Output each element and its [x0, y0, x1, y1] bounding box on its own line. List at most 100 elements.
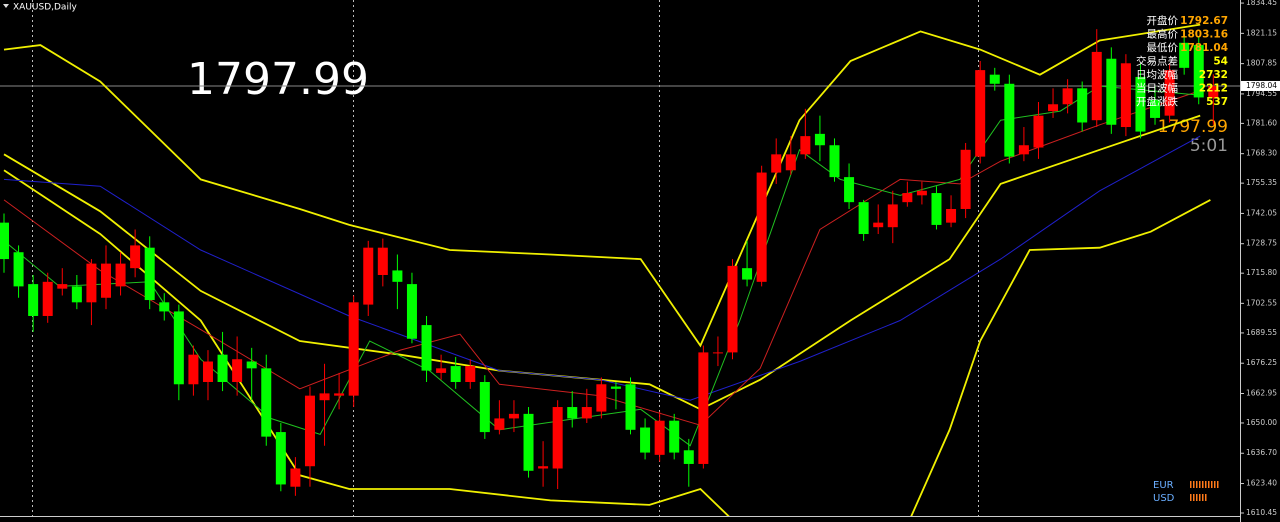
y-tick-label: 1728.75: [1246, 239, 1277, 248]
candle-body: [683, 450, 694, 464]
candle-body: [100, 263, 111, 298]
candle-body: [217, 354, 228, 382]
info-value: 1803.16: [1180, 29, 1228, 41]
y-tick-label: 1807.85: [1246, 59, 1277, 68]
candle-body: [581, 407, 592, 419]
strength-tick: [1190, 481, 1192, 488]
candle-body: [654, 420, 665, 455]
candle-body: [1077, 88, 1088, 123]
candle-body: [436, 368, 447, 373]
y-tick-label: 1768.30: [1246, 149, 1277, 158]
info-label: 交易点差: [1136, 55, 1178, 68]
chart-title: XAUUSD,Daily: [13, 3, 77, 13]
candle-body: [494, 418, 505, 430]
candle-body: [1150, 99, 1161, 118]
candle-body: [319, 393, 330, 401]
candle-body: [275, 432, 286, 485]
candle-body: [771, 154, 782, 173]
candle-body: [756, 172, 767, 282]
candle-body: [450, 366, 461, 382]
candle-body: [552, 407, 563, 469]
candle-body: [712, 352, 723, 354]
strength-tick: [1214, 481, 1216, 488]
info-label: 开盘价: [1147, 14, 1179, 27]
candle-body: [1135, 76, 1146, 132]
candle-body: [1018, 145, 1029, 155]
candle-body: [13, 252, 24, 287]
candle-body: [800, 136, 811, 155]
candle-body: [71, 286, 82, 303]
y-tick-label: 1689.55: [1246, 328, 1277, 337]
symbol: EUR: [1153, 480, 1174, 491]
candle-body: [42, 281, 53, 316]
candle-body: [814, 133, 825, 146]
strength-tick: [1217, 481, 1219, 488]
strength-bars: [1190, 481, 1219, 501]
candle-body: [844, 177, 855, 203]
candle-body: [931, 193, 942, 225]
candle-body: [348, 302, 359, 396]
y-tick-label: 1610.45: [1246, 508, 1277, 517]
strength-tick: [1202, 494, 1204, 501]
y-tick-label: 1821.15: [1246, 28, 1277, 37]
bid-label: 1798.04: [1246, 81, 1277, 90]
candle-body: [727, 265, 738, 353]
strength-tick: [1211, 481, 1213, 488]
candle-body: [1120, 63, 1131, 128]
info-value: 1792.67: [1180, 15, 1228, 27]
candle-body: [57, 284, 68, 289]
info-value: 54: [1213, 56, 1228, 68]
candle-body: [640, 427, 651, 453]
candle-body: [975, 70, 986, 157]
strength-tick: [1190, 494, 1192, 501]
strength-tick: [1199, 494, 1201, 501]
y-tick-label: 1636.70: [1246, 448, 1277, 457]
candle-body: [232, 359, 243, 382]
candle-body: [669, 420, 680, 453]
candle-body: [902, 193, 913, 203]
candle-body: [1179, 42, 1190, 68]
candle-body: [202, 361, 213, 382]
timer: 5:01: [1190, 136, 1228, 156]
candle-body: [144, 247, 155, 301]
info-label: 最低价: [1147, 41, 1179, 54]
candle-body: [858, 202, 869, 235]
candle-body: [742, 268, 753, 280]
candle-body: [508, 413, 519, 419]
candle-body: [188, 354, 199, 385]
strength-tick: [1196, 494, 1198, 501]
candle-body: [421, 325, 432, 371]
info-label: 开盘涨跌: [1136, 95, 1178, 108]
indicator-line: [3, 90, 1201, 426]
strength-tick: [1193, 494, 1195, 501]
candle-body: [406, 284, 417, 339]
menu-icon[interactable]: [3, 4, 9, 8]
candle-body: [334, 393, 345, 396]
candle-body: [1091, 51, 1102, 121]
candle-body: [86, 263, 97, 303]
candle-body: [392, 270, 403, 282]
candle-body: [829, 145, 840, 178]
y-tick-label: 1794.55: [1246, 89, 1277, 98]
indicator-line: [3, 135, 1201, 401]
y-tick-label: 1650.00: [1246, 418, 1277, 427]
candle-body: [523, 413, 534, 471]
candle-body: [960, 149, 971, 209]
candle-body: [465, 366, 476, 382]
candle-body: [261, 368, 272, 437]
strength-tick: [1202, 481, 1204, 488]
candle-body: [0, 222, 9, 260]
info-label: 当日波幅: [1136, 82, 1178, 95]
info-label: 日均波幅: [1136, 68, 1178, 81]
candle-body: [1164, 70, 1175, 116]
bid-label-box: [1241, 80, 1280, 91]
strength-tick: [1193, 481, 1195, 488]
indicator-line: [3, 114, 1201, 411]
candle-body: [173, 311, 184, 385]
info-value: 537: [1206, 96, 1228, 108]
candle-body: [1004, 83, 1015, 157]
candle-body: [479, 381, 490, 433]
